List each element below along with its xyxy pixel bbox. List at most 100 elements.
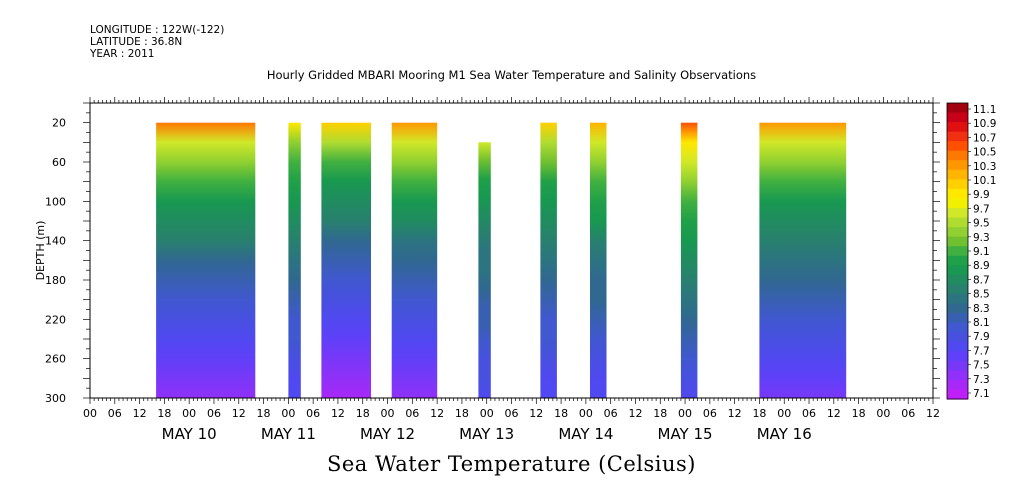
colorbar-swatch bbox=[947, 103, 968, 114]
y-tick-label: 300 bbox=[45, 392, 66, 405]
colorbar-swatch bbox=[947, 236, 968, 247]
x-hour-tick-label: 06 bbox=[604, 407, 618, 420]
colorbar-label: 8.5 bbox=[973, 289, 990, 301]
colorbar-swatch bbox=[947, 293, 968, 305]
y-tick-label: 140 bbox=[45, 235, 66, 248]
latitude-label: LATITUDE : 36.8N bbox=[90, 36, 183, 48]
chart-title: Hourly Gridded MBARI Mooring M1 Sea Wate… bbox=[266, 68, 757, 82]
x-hour-tick-label: 12 bbox=[430, 407, 444, 420]
colorbar-swatch bbox=[947, 112, 968, 123]
x-hour-tick-label: 00 bbox=[678, 407, 692, 420]
x-hour-tick-label: 00 bbox=[381, 407, 395, 420]
x-hour-tick-label: 12 bbox=[331, 407, 345, 420]
colorbar-label: 8.1 bbox=[973, 317, 990, 329]
y-tick-label: 100 bbox=[45, 195, 66, 208]
x-hour-tick-label: 06 bbox=[108, 407, 122, 420]
x-hour-tick-label: 18 bbox=[554, 407, 568, 420]
x-day-label: MAY 15 bbox=[658, 425, 713, 443]
colorbar-swatch bbox=[947, 208, 968, 219]
x-hour-tick-label: 00 bbox=[876, 407, 890, 420]
colorbar-label: 10.1 bbox=[973, 175, 996, 187]
longitude-label: LONGITUDE : 122W(-122) bbox=[90, 24, 225, 36]
x-hour-tick-label: 12 bbox=[133, 407, 147, 420]
x-hour-tick-label: 06 bbox=[306, 407, 320, 420]
colorbar-swatch bbox=[947, 360, 968, 371]
x-hour-tick-label: 18 bbox=[455, 407, 469, 420]
colorbar-label: 9.1 bbox=[973, 246, 990, 258]
colorbar-label: 7.1 bbox=[973, 388, 990, 400]
data-segment bbox=[288, 122, 301, 398]
colorbar-swatch bbox=[947, 322, 968, 333]
colorbar-swatch bbox=[947, 265, 968, 276]
x-hour-tick-label: 18 bbox=[356, 407, 370, 420]
x-hour-tick-label: 18 bbox=[257, 407, 271, 420]
data-segment bbox=[540, 122, 557, 398]
colorbar-swatch bbox=[947, 198, 968, 209]
colorbar-swatch bbox=[947, 303, 968, 314]
colorbar-swatch bbox=[947, 284, 968, 295]
x-day-label: MAY 13 bbox=[459, 425, 514, 443]
x-hour-tick-label: 18 bbox=[852, 407, 866, 420]
colorbar-swatch bbox=[947, 169, 968, 180]
data-segment bbox=[156, 122, 256, 398]
x-day-label: MAY 14 bbox=[558, 425, 613, 443]
x-hour-tick-label: 12 bbox=[827, 407, 841, 420]
data-segment bbox=[391, 122, 438, 398]
colorbar-label: 7.9 bbox=[973, 331, 990, 343]
x-hour-tick-label: 12 bbox=[529, 407, 543, 420]
x-hour-tick-label: 06 bbox=[802, 407, 816, 420]
year-label: YEAR : 2011 bbox=[90, 48, 155, 60]
y-axis-label: DEPTH (m) bbox=[34, 221, 47, 281]
colorbar-label: 11.1 bbox=[973, 104, 996, 116]
colorbar-label: 8.9 bbox=[973, 260, 990, 272]
colorbar-swatch bbox=[947, 255, 968, 266]
colorbar-swatch bbox=[947, 131, 968, 142]
colorbar-swatch bbox=[947, 217, 968, 228]
x-hour-tick-label: 12 bbox=[926, 407, 940, 420]
data-segment bbox=[590, 122, 607, 398]
x-hour-tick-label: 12 bbox=[728, 407, 742, 420]
colorbar-label: 9.7 bbox=[973, 203, 990, 215]
x-hour-tick-label: 06 bbox=[505, 407, 519, 420]
colorbar-swatch bbox=[947, 379, 968, 391]
colorbar-swatch bbox=[947, 341, 968, 352]
colorbar-label: 7.3 bbox=[973, 374, 990, 386]
colorbar-label: 10.5 bbox=[973, 147, 996, 159]
colorbar-label: 10.7 bbox=[973, 132, 996, 144]
colorbar-label: 8.7 bbox=[973, 274, 990, 286]
colorbar-swatch bbox=[947, 274, 968, 286]
x-hour-tick-label: 00 bbox=[281, 407, 295, 420]
y-tick-label: 20 bbox=[52, 117, 66, 130]
x-hour-tick-label: 06 bbox=[703, 407, 717, 420]
colorbar-label: 8.3 bbox=[973, 303, 990, 315]
colorbar-label: 9.3 bbox=[973, 232, 990, 244]
x-hour-tick-label: 00 bbox=[777, 407, 791, 420]
x-hour-tick-label: 00 bbox=[579, 407, 593, 420]
colorbar-label: 9.5 bbox=[973, 218, 990, 230]
colorbar-swatch bbox=[947, 150, 968, 161]
colorbar-swatch bbox=[947, 141, 968, 152]
colorbar-label: 7.5 bbox=[973, 360, 990, 372]
colorbar-swatch bbox=[947, 160, 968, 171]
colorbar-swatch bbox=[947, 370, 968, 381]
colorbar-label: 10.3 bbox=[973, 161, 996, 173]
x-hour-tick-label: 18 bbox=[157, 407, 171, 420]
x-hour-tick-label: 00 bbox=[480, 407, 494, 420]
x-day-label: MAY 10 bbox=[162, 425, 217, 443]
colorbar-swatch bbox=[947, 351, 968, 362]
x-hour-tick-label: 12 bbox=[232, 407, 246, 420]
x-day-label: MAY 11 bbox=[261, 425, 316, 443]
y-tick-label: 220 bbox=[45, 313, 66, 326]
colorbar-swatch bbox=[947, 246, 968, 257]
x-hour-tick-label: 12 bbox=[628, 407, 642, 420]
x-hour-tick-label: 18 bbox=[752, 407, 766, 420]
x-hour-tick-label: 00 bbox=[182, 407, 196, 420]
colorbar-swatch bbox=[947, 179, 968, 190]
colorbar-swatch bbox=[947, 389, 968, 400]
colorbar-label: 10.9 bbox=[973, 118, 996, 130]
colorbar-label: 9.9 bbox=[973, 189, 990, 201]
x-hour-tick-label: 18 bbox=[653, 407, 667, 420]
colorbar-swatch bbox=[947, 313, 968, 324]
colorbar-swatch bbox=[947, 188, 968, 200]
